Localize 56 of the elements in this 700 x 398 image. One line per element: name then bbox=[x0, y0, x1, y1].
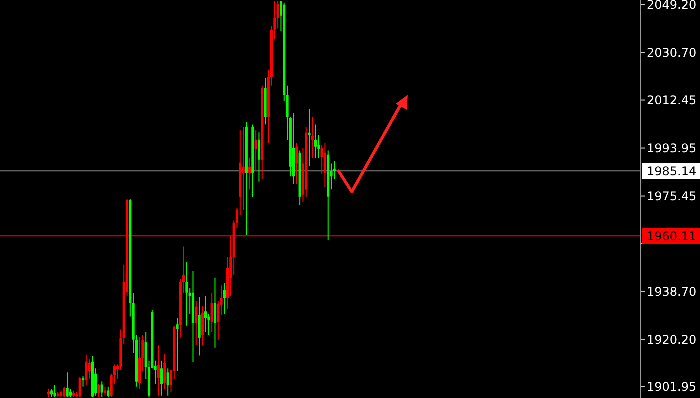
candlestick bbox=[308, 109, 311, 166]
candlestick bbox=[82, 376, 85, 387]
candlestick bbox=[104, 386, 107, 396]
candlestick bbox=[54, 385, 56, 398]
y-tick-label: 2012.45 bbox=[647, 93, 697, 108]
candlestick bbox=[63, 386, 66, 398]
candlestick bbox=[245, 122, 248, 236]
candlestick bbox=[248, 158, 252, 190]
candlestick bbox=[223, 283, 226, 314]
candlestick bbox=[47, 388, 50, 398]
candlestick bbox=[261, 86, 264, 180]
candlestick bbox=[292, 113, 296, 184]
candlestick bbox=[198, 297, 201, 356]
candlestick bbox=[311, 117, 314, 159]
candlestick bbox=[298, 150, 302, 206]
candlestick bbox=[166, 368, 170, 396]
candlestick bbox=[85, 354, 88, 386]
y-tick-label: 2030.70 bbox=[647, 46, 697, 60]
y-tick-label: 2049.20 bbox=[647, 0, 697, 12]
candlestick bbox=[138, 338, 142, 390]
y-tick-label: 1901.95 bbox=[647, 380, 697, 394]
candlestick bbox=[258, 132, 261, 182]
y-tick-label: 1938.70 bbox=[647, 284, 697, 299]
y-tick-label: 1975.45 bbox=[647, 189, 697, 204]
candlestick bbox=[264, 78, 267, 125]
candlestick bbox=[66, 372, 69, 398]
candlestick bbox=[72, 391, 76, 398]
ref-line-label: 1960.11 bbox=[647, 229, 697, 244]
candlestick bbox=[314, 124, 318, 159]
candlestick bbox=[107, 386, 110, 398]
candlestick bbox=[160, 360, 164, 396]
candlestick bbox=[210, 293, 214, 332]
candlestick bbox=[296, 142, 298, 184]
candlestick bbox=[91, 356, 94, 398]
candlestick bbox=[252, 124, 254, 198]
candlestick bbox=[192, 271, 195, 362]
y-tick-label: 1993.95 bbox=[647, 141, 697, 156]
candlestick bbox=[201, 306, 204, 346]
candlestick bbox=[324, 142, 327, 188]
candlestick bbox=[50, 389, 54, 398]
candlestick bbox=[56, 392, 60, 398]
candlestick bbox=[60, 390, 63, 398]
candlestick bbox=[98, 384, 100, 398]
candlestick bbox=[214, 278, 217, 348]
candlestick bbox=[327, 150, 330, 240]
candlestick bbox=[195, 301, 198, 346]
candlestick bbox=[176, 318, 179, 372]
candlestick bbox=[186, 262, 188, 326]
ref-line-label: 1985.14 bbox=[647, 164, 697, 178]
candlestick bbox=[254, 130, 258, 172]
candlestick bbox=[157, 345, 160, 396]
candlestick bbox=[78, 376, 82, 398]
candlestick bbox=[100, 382, 104, 398]
candlestick bbox=[204, 296, 208, 332]
y-tick-label: 1920.20 bbox=[647, 332, 697, 347]
candlestick bbox=[164, 354, 166, 390]
